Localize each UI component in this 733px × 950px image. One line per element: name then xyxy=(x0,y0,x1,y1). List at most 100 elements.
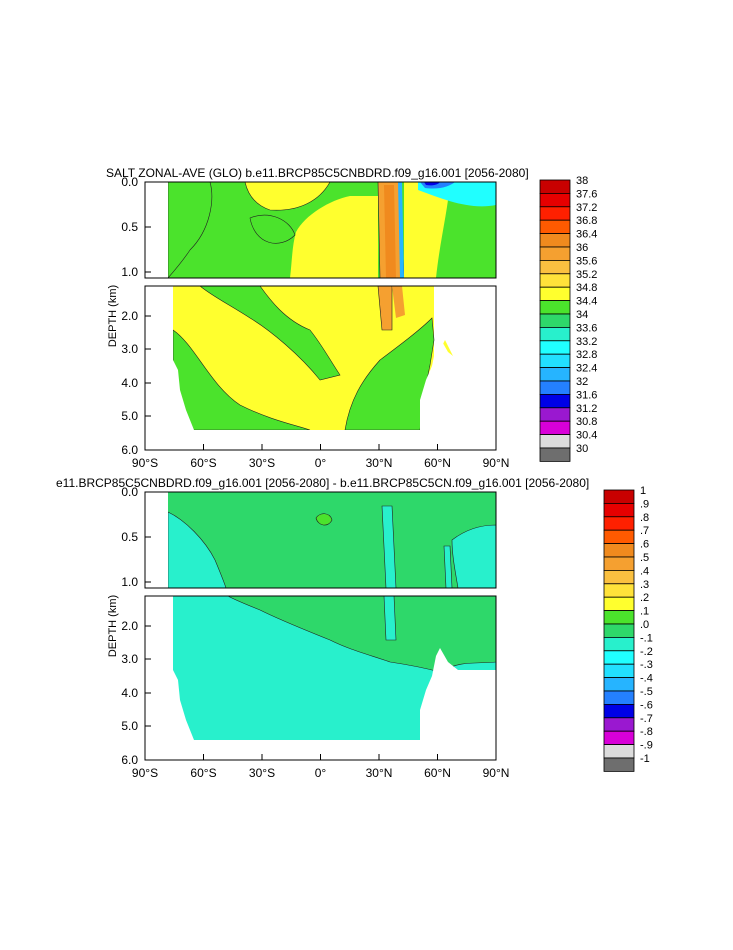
colorbar-label: .9 xyxy=(640,498,649,510)
colorbar-label: 34.8 xyxy=(576,282,597,294)
panel-1-title: SALT ZONAL-AVE (GLO) b.e11.BRCP85C5CNBDR… xyxy=(106,166,529,180)
x-tick-label: 60°S xyxy=(190,456,216,470)
colorbar-swatch xyxy=(603,757,635,772)
x-tick-label: 90°S xyxy=(132,456,158,470)
x-tick-label: 90°N xyxy=(483,766,510,780)
panel-2-title: e11.BRCP85C5CNBDRD.f09_g16.001 [2056-208… xyxy=(56,476,589,490)
y-tick-label: 0.5 xyxy=(121,220,138,234)
colorbar-label: 36 xyxy=(576,242,588,254)
colorbar-label: 37.2 xyxy=(576,202,597,214)
colorbar-swatch xyxy=(603,489,635,504)
x-tick-label: 0° xyxy=(315,456,327,470)
colorbar-swatch xyxy=(539,219,571,234)
colorbar-swatch xyxy=(539,300,571,315)
colorbar-label: 32.4 xyxy=(576,363,597,375)
colorbar-label: 34 xyxy=(576,309,588,321)
diff-region-zero xyxy=(168,492,496,588)
colorbar-swatch xyxy=(539,367,571,382)
colorbar-label: -.8 xyxy=(640,726,653,738)
y-tick-label: 1.0 xyxy=(121,575,138,589)
field-region-southern-ocean xyxy=(167,182,213,278)
panel-2-upper-frame xyxy=(144,491,497,589)
colorbar-label: .6 xyxy=(640,539,649,551)
panel-2-y-axis-label: DEPTH (km) xyxy=(107,595,119,657)
diff-region-arctic-negative xyxy=(451,524,496,588)
colorbar-label: .8 xyxy=(640,512,649,524)
field-deep-atlantic xyxy=(377,286,393,331)
colorbar-swatch xyxy=(603,516,635,531)
panel-1-upper-frame xyxy=(144,181,497,279)
colorbar-swatch xyxy=(603,623,635,638)
y-tick-label: 4.0 xyxy=(121,686,138,700)
colorbar-label: -.2 xyxy=(640,646,653,658)
colorbar-swatch xyxy=(539,380,571,395)
panel-2: e11.BRCP85C5CNBDRD.f09_g16.001 [2056-208… xyxy=(56,476,653,780)
colorbar-label: 35.6 xyxy=(576,255,597,267)
colorbar-swatch xyxy=(539,353,571,369)
x-tick-label: 30°S xyxy=(249,766,275,780)
colorbar-swatch xyxy=(603,677,635,692)
colorbar-swatch xyxy=(603,610,635,625)
colorbar-label: .1 xyxy=(640,606,649,618)
panel-2-x-ticks xyxy=(144,754,497,760)
y-tick-label: 6.0 xyxy=(121,443,138,457)
panel-1-y-ticks xyxy=(145,181,151,417)
x-tick-label: 0° xyxy=(315,766,327,780)
diff-region-positive-pool xyxy=(315,513,333,526)
field-deep-orange xyxy=(392,286,405,318)
colorbar-label: 31.6 xyxy=(576,389,597,401)
colorbar-swatch xyxy=(603,730,635,746)
colorbar-label: 32 xyxy=(576,376,588,388)
colorbar-label: .4 xyxy=(640,565,649,577)
diff-region-north-narrow xyxy=(443,545,453,588)
colorbar-swatch xyxy=(603,744,635,759)
colorbar-swatch xyxy=(603,704,635,719)
colorbar-label: 32.8 xyxy=(576,349,597,361)
y-tick-label: 1.0 xyxy=(121,265,138,279)
field-region-arctic-min xyxy=(424,182,440,186)
field-deep-green-wedge xyxy=(199,286,341,381)
panel-1-y-axis-label: DEPTH (km) xyxy=(107,285,119,347)
y-tick-label: 0.0 xyxy=(121,175,138,189)
colorbar-label: 1 xyxy=(640,485,646,497)
colorbar-swatch xyxy=(539,393,571,409)
colorbar-swatch xyxy=(603,529,635,545)
diff-region-south-negative xyxy=(167,511,227,588)
field-region-pacific-pool xyxy=(249,214,296,244)
colorbar-swatch xyxy=(603,502,635,518)
colorbar-label: 31.2 xyxy=(576,403,597,415)
colorbar-label: -.5 xyxy=(640,686,653,698)
colorbar-swatch xyxy=(539,434,571,449)
colorbar-swatch xyxy=(539,407,571,422)
colorbar-label: -.1 xyxy=(640,632,653,644)
colorbar-label: 33.2 xyxy=(576,336,597,348)
colorbar-label: -1 xyxy=(640,753,650,765)
panel-2-upper-field xyxy=(167,492,496,588)
colorbar-label: .7 xyxy=(640,525,649,537)
colorbar-label: .2 xyxy=(640,592,649,604)
field-region-north-yellow xyxy=(404,182,450,278)
x-tick-label: 90°N xyxy=(483,456,510,470)
colorbar-swatch xyxy=(603,690,635,705)
colorbar-swatch xyxy=(603,570,635,585)
panel-2-y-ticks xyxy=(145,491,151,727)
panel-1-colorbar: 3837.637.236.836.43635.635.234.834.43433… xyxy=(539,175,597,462)
colorbar-swatch xyxy=(539,286,571,302)
field-region-mid-yellow xyxy=(290,196,378,278)
y-tick-label: 3.0 xyxy=(121,652,138,666)
colorbar-swatch xyxy=(539,206,571,221)
colorbar-label: -.3 xyxy=(640,659,653,671)
y-tick-label: 6.0 xyxy=(121,753,138,767)
y-tick-label: 3.0 xyxy=(121,342,138,356)
field-region-med-outflow xyxy=(398,182,404,278)
panel-1-bathymetry xyxy=(145,286,496,450)
colorbar-swatch xyxy=(603,583,635,598)
colorbar-label: 36.4 xyxy=(576,229,597,241)
colorbar-swatch xyxy=(539,420,571,436)
colorbar-swatch xyxy=(603,596,635,612)
panel-1-x-ticks xyxy=(144,444,497,450)
colorbar-swatch xyxy=(539,273,571,288)
colorbar-swatch xyxy=(539,233,571,248)
field-deep-green-north xyxy=(344,317,435,431)
